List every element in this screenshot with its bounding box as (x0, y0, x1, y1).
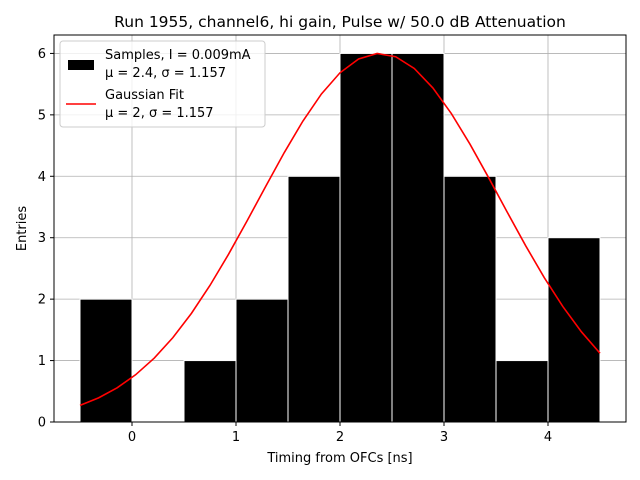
y-axis-label: Entries (15, 206, 30, 252)
y-tick-label: 3 (38, 231, 46, 246)
histogram-bar (443, 175, 497, 423)
histogram-bar (547, 237, 601, 423)
legend: Samples, I = 0.009mA μ = 2.4, σ = 1.157 … (59, 40, 266, 128)
histogram-bars (79, 52, 601, 423)
y-tick-label: 5 (38, 108, 46, 123)
x-tick-label: 3 (440, 430, 448, 445)
y-tick-label: 0 (38, 416, 46, 431)
histogram-bar (339, 52, 393, 423)
legend-label-fit-stats: μ = 2, σ = 1.157 (105, 106, 214, 121)
y-tick-label: 1 (38, 354, 46, 369)
histogram-bar (235, 298, 289, 423)
legend-box (59, 40, 266, 128)
histogram-bar (287, 175, 341, 423)
histogram-bar (391, 52, 445, 423)
histogram-bar (495, 360, 549, 423)
y-tick-label: 4 (38, 170, 46, 185)
legend-label-samples-stats: μ = 2.4, σ = 1.157 (105, 66, 226, 81)
x-tick-label: 1 (232, 430, 240, 445)
axis-ticks: 0 1 2 3 4 0 1 2 3 4 5 6 (38, 47, 552, 445)
y-tick-label: 2 (38, 293, 46, 308)
chart-title: Run 1955, channel6, hi gain, Pulse w/ 50… (114, 13, 566, 31)
x-tick-label: 2 (336, 430, 344, 445)
legend-swatch-samples (68, 60, 94, 70)
histogram-bar (183, 360, 237, 423)
y-tick-label: 6 (38, 47, 46, 62)
gaussian-fit (79, 52, 601, 407)
legend-label-samples: Samples, I = 0.009mA (105, 48, 251, 63)
fit-curve (79, 52, 601, 407)
histogram-bar (79, 298, 133, 423)
x-tick-label: 4 (544, 430, 552, 445)
x-tick-label: 0 (128, 430, 136, 445)
legend-label-fit: Gaussian Fit (105, 88, 184, 103)
x-axis-label: Timing from OFCs [ns] (266, 451, 412, 466)
